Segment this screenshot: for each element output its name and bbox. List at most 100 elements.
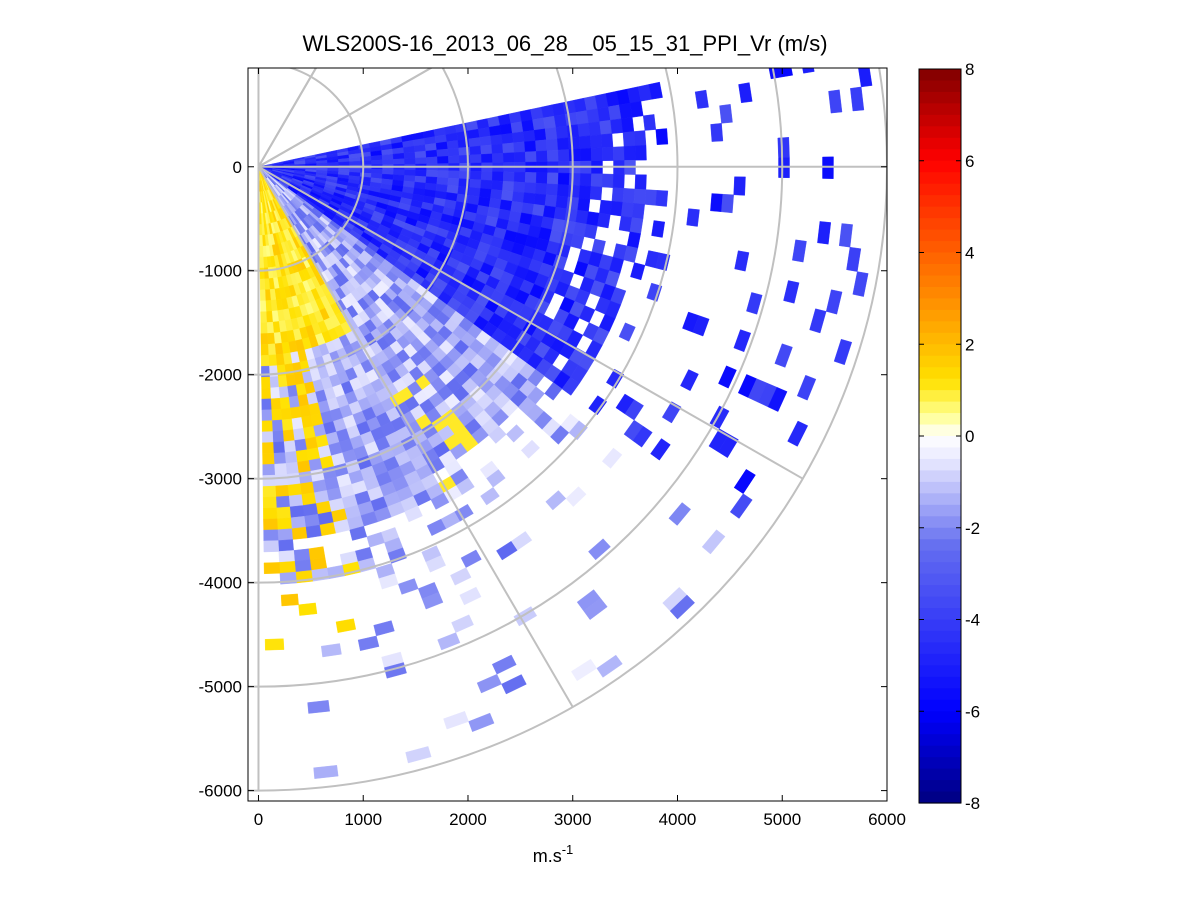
velocity-cell [734, 250, 750, 272]
velocity-cell [506, 424, 525, 443]
colorbar-step [919, 241, 961, 254]
colorbar-tick-label: 0 [965, 427, 974, 446]
colorbar-step [919, 252, 961, 265]
colorbar-step [919, 722, 961, 735]
velocity-cell [435, 141, 449, 151]
velocity-cell [553, 206, 567, 221]
velocity-cell [601, 447, 623, 469]
velocity-cell [468, 712, 495, 732]
velocity-cell [264, 278, 270, 291]
colorbar-step [919, 183, 961, 196]
velocity-cell [293, 548, 311, 562]
velocity-cell [746, 292, 763, 315]
velocity-cell [513, 141, 526, 153]
velocity-cell [393, 169, 405, 176]
velocity-cell [510, 121, 524, 134]
velocity-cell [611, 187, 625, 203]
velocity-cell [532, 203, 546, 217]
velocity-cell [779, 68, 793, 78]
velocity-cell [273, 452, 286, 465]
colorbar: 8 6 4 2 0 -2 -4 -6 -8 [918, 60, 980, 813]
velocity-cell [543, 115, 557, 130]
colorbar-tick-label: -6 [965, 702, 980, 721]
velocity-cell [415, 169, 427, 177]
velocity-cell [443, 711, 469, 730]
velocity-cell [437, 155, 449, 164]
y-tick-label: -2000 [199, 366, 242, 385]
velocity-cell [259, 289, 266, 302]
colorbar-step [919, 321, 961, 334]
velocity-cell [267, 343, 276, 356]
velocity-cell [544, 382, 563, 401]
colorbar-step [919, 757, 961, 770]
velocity-cell [288, 494, 304, 508]
velocity-cell [275, 495, 290, 509]
colorbar-step [919, 69, 961, 82]
velocity-cell [488, 425, 507, 444]
velocity-cell [413, 144, 427, 153]
velocity-cell [488, 125, 502, 137]
colorbar-tick-label: 8 [965, 60, 974, 79]
velocity-cell [262, 496, 277, 509]
velocity-cell [557, 149, 570, 162]
velocity-cell [404, 169, 416, 177]
velocity-cell [499, 123, 513, 135]
velocity-cell [557, 137, 570, 151]
velocity-cell [426, 156, 438, 165]
velocity-cell [266, 321, 274, 334]
velocity-cell [532, 117, 546, 131]
velocity-cell [267, 332, 275, 345]
velocity-cell [263, 529, 279, 542]
velocity-cell [491, 171, 504, 182]
velocity-cell [424, 143, 438, 152]
colorbar-step [919, 275, 961, 288]
velocity-cell [291, 417, 304, 430]
velocity-cell [450, 567, 472, 586]
velocity-cell [426, 518, 447, 536]
velocity-cell [634, 145, 647, 161]
velocity-cell [555, 195, 569, 209]
colorbar-step [919, 596, 961, 609]
colorbar-step [919, 550, 961, 563]
velocity-cell [259, 224, 263, 236]
velocity-cell [480, 144, 493, 155]
velocity-cell [404, 157, 416, 165]
velocity-cell [299, 404, 312, 418]
velocity-cell [447, 177, 460, 187]
velocity-cell [261, 409, 273, 422]
velocity-cell [567, 136, 581, 150]
velocity-cell [301, 492, 317, 506]
x-tick-label: 2000 [449, 810, 487, 829]
velocity-cell [583, 223, 598, 240]
colorbar-step [919, 424, 961, 437]
colorbar-step [919, 160, 961, 173]
colorbar-step [919, 206, 961, 219]
x-tick-label: 5000 [763, 810, 801, 829]
velocity-cell [426, 170, 438, 178]
velocity-cell [588, 121, 602, 136]
velocity-cell [269, 387, 280, 400]
velocity-cell [469, 170, 482, 181]
velocity-cell [729, 493, 753, 519]
velocity-cell [579, 148, 592, 162]
velocity-cell [850, 86, 865, 112]
velocity-cell [589, 186, 603, 201]
velocity-cell [271, 408, 282, 421]
velocity-cell [263, 507, 278, 520]
velocity-cell [414, 150, 427, 159]
velocity-cell [260, 311, 267, 323]
velocity-cell [642, 114, 657, 131]
velocity-cell [502, 142, 515, 154]
velocity-cell [833, 338, 853, 366]
velocity-cell [262, 485, 277, 498]
colorbar-step [919, 114, 961, 127]
velocity-cell [296, 460, 311, 474]
velocity-cell [277, 375, 288, 388]
velocity-cell [578, 135, 592, 150]
velocity-cell [513, 171, 526, 183]
velocity-cell [556, 184, 570, 198]
velocity-cell [393, 158, 405, 165]
colorbar-step [919, 149, 961, 162]
y-tick-label: -4000 [199, 574, 242, 593]
velocity-cell [295, 449, 309, 463]
